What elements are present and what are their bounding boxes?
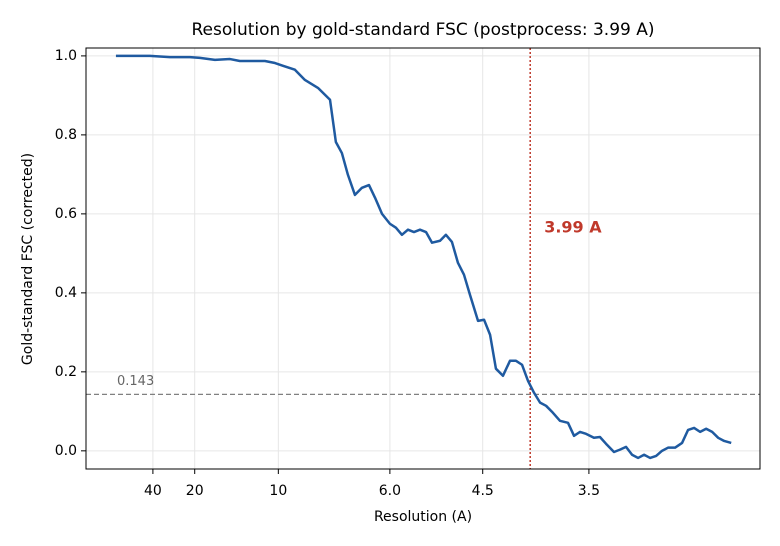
resolution-label: 3.99 A: [544, 218, 602, 237]
x-axis-label: Resolution (A): [374, 509, 472, 525]
threshold-label: 0.143: [117, 374, 154, 389]
x-tick-label: 40: [144, 483, 162, 499]
y-tick-label: 0.2: [55, 364, 77, 380]
x-tick-label: 6.0: [379, 483, 401, 499]
y-tick-label: 1.0: [55, 48, 77, 64]
fsc-line: [115, 54, 732, 460]
y-tick-label: 0.0: [55, 443, 77, 459]
x-tick-label: 4.5: [472, 483, 494, 499]
x-tick-label: 10: [269, 483, 287, 499]
y-axis-label: Gold-standard FSC (corrected): [20, 153, 36, 365]
plot-frame: [85, 47, 761, 470]
x-tick-label: 20: [186, 483, 204, 499]
y-tick-label: 0.6: [55, 206, 77, 222]
x-tick-label: 3.5: [578, 483, 600, 499]
chart-title: Resolution by gold-standard FSC (postpro…: [191, 20, 654, 40]
y-tick-label: 0.8: [55, 127, 77, 143]
y-tick-label: 0.4: [55, 285, 77, 301]
